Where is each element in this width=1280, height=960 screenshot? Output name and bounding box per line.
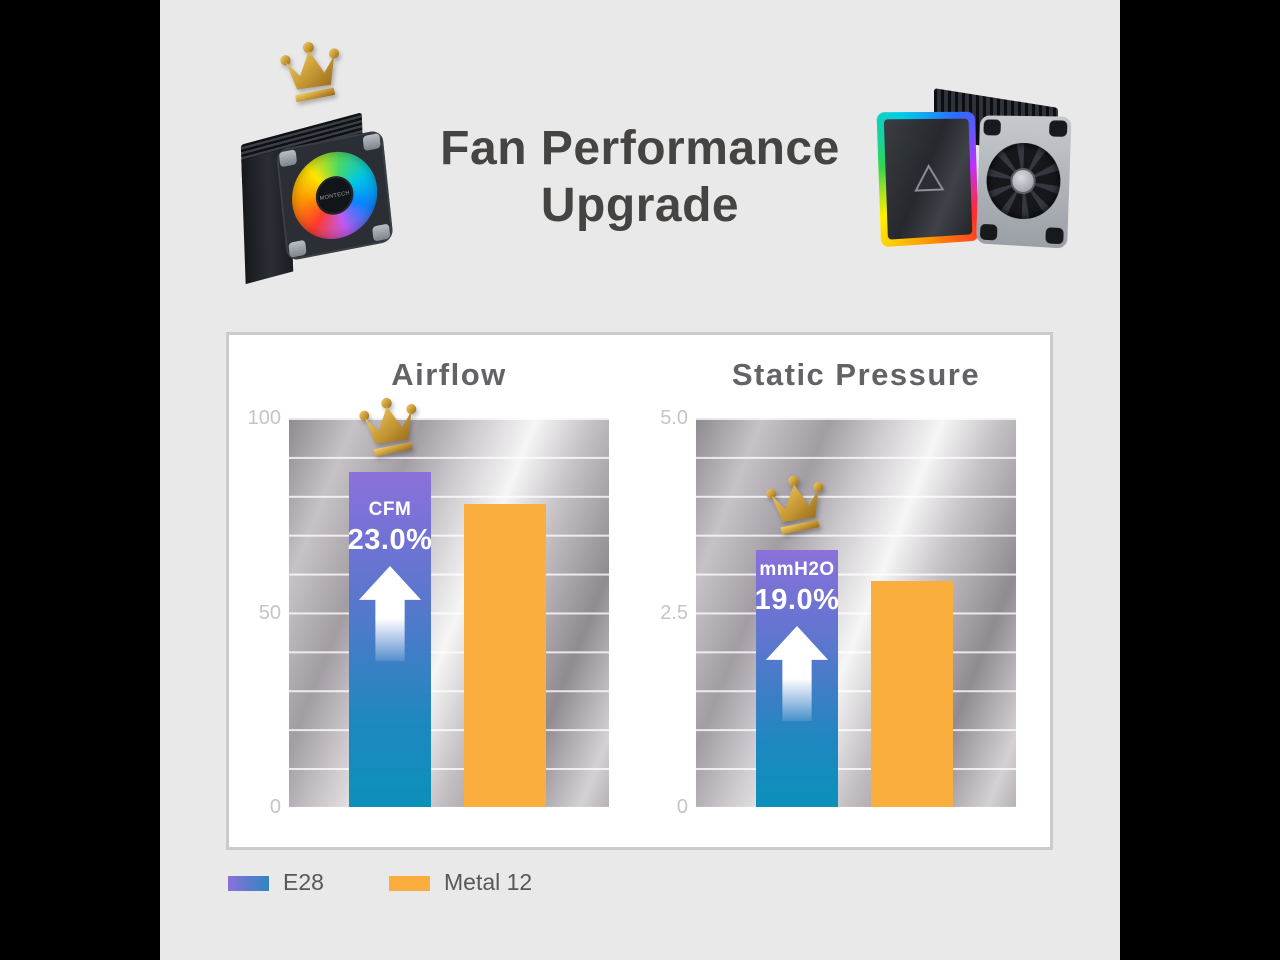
up-arrow-icon <box>765 626 829 722</box>
chart-title-static-pressure: Static Pressure <box>731 357 981 392</box>
fan-corner-pad <box>979 223 998 241</box>
static-pressure-plot-area: mmH2O 19.0% <box>696 418 1016 807</box>
airflow-plot-area: CFM 23.0% <box>289 398 609 807</box>
brushed-plate <box>883 118 973 240</box>
fan-blades <box>985 142 1062 221</box>
page-title-line1: Fan Performance <box>440 122 840 175</box>
legend-item-e28: E28 <box>228 869 324 896</box>
ytick-label: 5.0 <box>660 407 688 429</box>
poster-canvas: MONTECH Fan Performance Upgrade <box>160 0 1120 960</box>
legend-label: E28 <box>283 869 324 895</box>
ytick-label: 0 <box>269 796 281 818</box>
fan-corner-pad <box>278 149 298 168</box>
crown-icon <box>357 389 423 467</box>
crown-icon <box>278 36 346 110</box>
page-title-line2: Upgrade <box>540 179 740 232</box>
bar-e28-static-pressure: mmH2O 19.0% <box>754 476 840 807</box>
ytick-label: 0 <box>676 796 688 818</box>
ytick-label: 50 <box>258 602 281 624</box>
fan-corner-pad <box>1045 227 1064 245</box>
increase-label: 23.0% <box>347 524 433 557</box>
unit-label: CFM <box>368 499 412 521</box>
ytick-label: 100 <box>247 407 281 429</box>
crown-icon <box>280 41 340 103</box>
increase-label: 19.0% <box>754 584 840 617</box>
ytick-label: 2.5 <box>660 602 688 624</box>
fan-corner-pad <box>983 119 1001 136</box>
legend-swatch-e28 <box>228 876 269 891</box>
rgb-edge-plate <box>876 111 979 248</box>
black-fan <box>976 115 1072 249</box>
unit-label: mmH2O <box>759 559 835 581</box>
cooler-image-right <box>876 88 1080 260</box>
up-arrow-icon <box>358 566 422 662</box>
bar-e28-airflow: CFM 23.0% <box>347 398 433 807</box>
page-title: Fan Performance Upgrade <box>340 120 940 234</box>
bar-metal12-airflow <box>464 503 546 807</box>
triangle-logo-icon <box>912 163 946 194</box>
bar-metal12-static-pressure <box>871 581 953 807</box>
crown-icon <box>764 467 830 545</box>
fan-corner-pad <box>1049 120 1068 137</box>
legend-label: Metal 12 <box>444 869 533 895</box>
fan-corner-pad <box>288 239 307 258</box>
legend-swatch-metal12 <box>389 876 430 891</box>
legend-item-metal12: Metal 12 <box>389 869 532 896</box>
fan-hub <box>1010 167 1037 195</box>
chart-title-airflow: Airflow <box>391 357 507 392</box>
chart-panel: Airflow Static Pressure 100 50 0 5.0 2.5… <box>226 332 1053 850</box>
